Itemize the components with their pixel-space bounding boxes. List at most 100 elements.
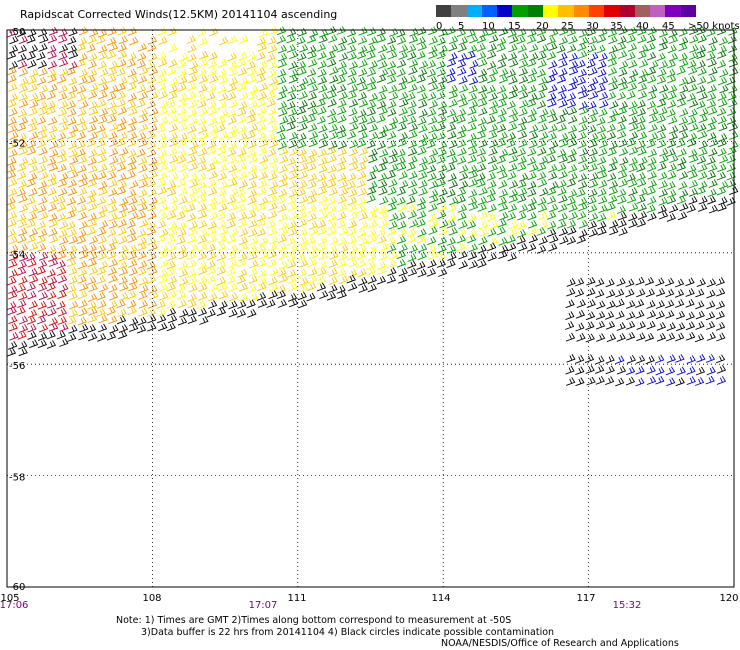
wind-barb [387, 99, 397, 109]
wind-barb [707, 188, 717, 198]
wind-barb [286, 157, 296, 166]
wind-barb [249, 236, 259, 246]
wind-barb [635, 354, 646, 364]
wind-barb [416, 234, 426, 244]
wind-barb [517, 155, 527, 165]
wind-barb [38, 43, 48, 52]
wind-barb [488, 123, 499, 133]
wind-barb [598, 195, 608, 205]
wind-barb [338, 52, 349, 62]
wind-barb [217, 146, 227, 156]
wind-barb [217, 195, 227, 205]
wind-barb [578, 229, 588, 238]
wind-barb [408, 244, 418, 253]
wind-barb [147, 42, 157, 52]
wind-barb [297, 66, 307, 76]
wind-barb [598, 76, 609, 86]
wind-barb [97, 251, 108, 261]
wind-barb [467, 106, 477, 116]
wind-barb [108, 258, 118, 268]
wind-barb [9, 331, 19, 341]
wind-barb [358, 67, 368, 77]
wind-barb [667, 74, 677, 84]
wind-barb [107, 196, 117, 206]
wind-barb [228, 308, 238, 318]
wind-barb [339, 226, 349, 236]
wind-barb [565, 365, 575, 375]
wind-barb [18, 146, 29, 156]
wind-barb [276, 290, 286, 300]
wind-barb [608, 82, 619, 92]
wind-barb [47, 187, 57, 197]
wind-barb [717, 92, 727, 101]
wind-barb [538, 178, 548, 188]
wind-barb [217, 84, 227, 94]
wind-barb [267, 210, 278, 220]
wind-barb [178, 114, 188, 124]
wind-barb [579, 163, 589, 172]
wind-barb [46, 340, 57, 349]
wind-barb [88, 52, 98, 62]
wind-barb [277, 76, 287, 85]
wind-barb [96, 138, 106, 148]
wind-barb [197, 27, 207, 37]
wind-barb [645, 288, 655, 298]
wind-barb [409, 27, 419, 37]
wind-barb [458, 98, 469, 108]
wind-barb [448, 226, 458, 236]
wind-barb [716, 186, 727, 196]
wind-barb [687, 138, 697, 148]
wind-barb [376, 227, 386, 237]
wind-barb [386, 170, 396, 180]
wind-barb [407, 139, 418, 149]
wind-barb [468, 44, 478, 54]
wind-barb [509, 58, 519, 68]
wind-barb [436, 155, 446, 164]
wind-barb [658, 36, 669, 46]
wind-barb [408, 187, 418, 197]
wind-barb [498, 179, 508, 189]
wind-barb [396, 59, 407, 69]
wind-barb [29, 131, 39, 141]
wind-barb [237, 107, 247, 117]
wind-barb [237, 300, 247, 309]
wind-barb [197, 210, 208, 220]
wind-barb [219, 92, 229, 102]
wind-barb [598, 108, 608, 117]
wind-barb [66, 252, 76, 261]
wind-barb [269, 180, 279, 190]
wind-barb [268, 290, 278, 300]
wind-barb [457, 93, 467, 102]
wind-barb [377, 130, 388, 140]
wind-barb [357, 109, 367, 118]
wind-barb [688, 108, 698, 118]
wind-barb [18, 194, 28, 204]
wind-barb [137, 75, 148, 84]
wind-barb [316, 43, 326, 52]
wind-barb [419, 133, 429, 142]
wind-barb [129, 323, 139, 333]
wind-barb [58, 100, 69, 110]
wind-barb [446, 58, 457, 68]
wind-barb [218, 75, 229, 85]
wind-barb [678, 171, 689, 180]
wind-barb [367, 82, 377, 92]
wind-barb [37, 204, 47, 214]
wind-barb [28, 227, 39, 237]
wind-barb [596, 34, 607, 44]
wind-barb [278, 274, 289, 284]
wind-barb [478, 220, 489, 230]
wind-barb [308, 123, 318, 133]
wind-barb [327, 108, 337, 118]
wind-barb [697, 34, 707, 44]
wind-barb [197, 260, 207, 270]
wind-barb [718, 122, 728, 132]
wind-barb [96, 196, 107, 206]
wind-barb [187, 154, 197, 164]
wind-barb [269, 267, 279, 276]
wind-barb [257, 212, 267, 222]
wind-barb [417, 42, 427, 52]
wind-barb [647, 163, 657, 172]
wind-barb [188, 243, 199, 253]
wind-barb [558, 52, 568, 61]
